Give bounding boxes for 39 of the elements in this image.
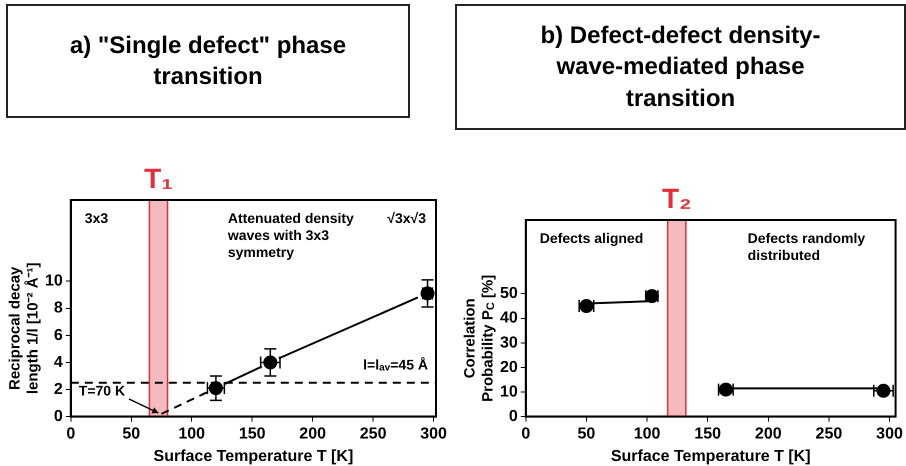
y-tick-label: 0 — [508, 408, 518, 426]
x-tick-label: 250 — [816, 426, 842, 443]
band-label: T₂ — [662, 183, 692, 214]
y-tick-label: 2 — [54, 380, 63, 398]
y-tick-label: 6 — [54, 326, 63, 344]
x-tick-label: 100 — [178, 426, 206, 443]
x-tick-label: 50 — [122, 426, 140, 443]
y-tick-label: 10 — [500, 383, 518, 400]
x-tick-label: 0 — [521, 426, 530, 443]
chart-title: a) "Single defect" phase transition — [6, 4, 410, 118]
annotation: Defects randomly distributed — [748, 230, 866, 263]
x-tick-label: 200 — [299, 426, 326, 443]
y-tick-label: 30 — [500, 334, 518, 352]
y-tick-label: 8 — [54, 300, 63, 317]
x-tick-label: 150 — [694, 426, 722, 443]
x-tick-label: 100 — [634, 426, 660, 443]
x-tick-label: 0 — [66, 426, 76, 443]
y-tick-label: 20 — [500, 358, 518, 376]
x-tick-label: 250 — [360, 426, 387, 443]
x-axis-title: Surface Temperature T [K] — [154, 448, 354, 465]
annotation: 3x3 — [84, 210, 108, 226]
band-label: T₁ — [144, 163, 173, 194]
y-tick-label: 0 — [54, 408, 63, 426]
x-tick-label: 300 — [876, 426, 903, 443]
chart-title: b) Defect-defect density-wave-mediated phase transition — [455, 4, 906, 130]
y-tick-label: 50 — [500, 285, 518, 302]
x-tick-label: 50 — [578, 426, 596, 443]
x-tick-label: 150 — [238, 426, 266, 443]
y-tick-label: 10 — [45, 272, 63, 290]
y-tick-label: 4 — [54, 354, 63, 371]
annotation: √3x√3 — [387, 210, 426, 226]
annotation: Defects aligned — [540, 230, 644, 246]
y-axis-title: Reciprocal decay length 1/l [10⁻² Å⁻¹] — [6, 262, 42, 394]
x-axis-title: Surface Temperature T [K] — [610, 448, 811, 465]
annotation: T=70 K — [78, 382, 126, 398]
x-tick-label: 200 — [754, 426, 782, 443]
x-tick-label: 300 — [420, 426, 448, 443]
y-tick-label: 40 — [500, 310, 518, 327]
annotation: Attenuated density waves with 3x3 symmetry — [226, 210, 354, 260]
